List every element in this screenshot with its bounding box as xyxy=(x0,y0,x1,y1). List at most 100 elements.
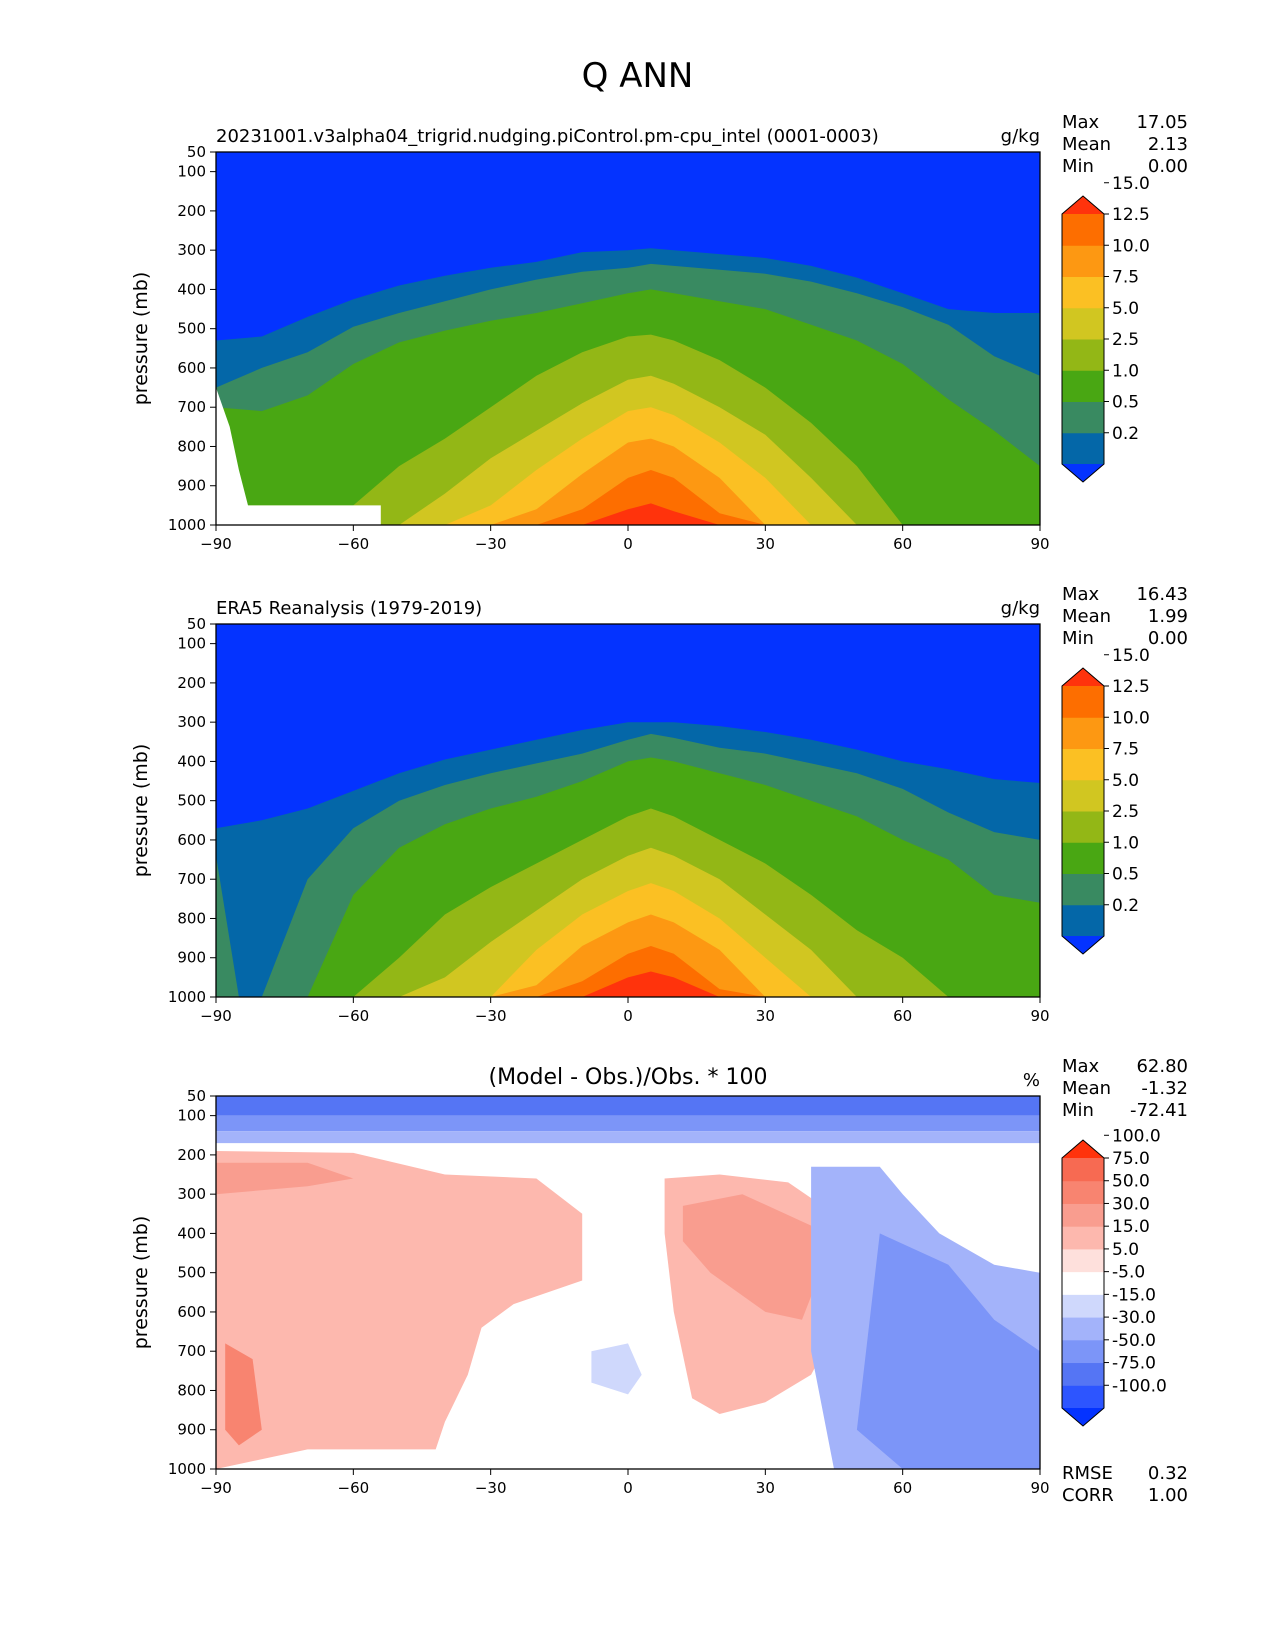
colorbar-segment xyxy=(1062,779,1104,812)
colorbar-tick-label: -15.0 xyxy=(1112,1285,1156,1305)
y-tick-label: 1000 xyxy=(168,988,206,1006)
y-tick-label: 500 xyxy=(177,792,206,810)
y-tick-label: 700 xyxy=(177,398,206,416)
colorbar-segment xyxy=(1062,686,1104,718)
colorbar-tick-label: 2.5 xyxy=(1112,802,1139,822)
colorbar-segment xyxy=(1062,1317,1104,1341)
colorbar-tick-label: 7.5 xyxy=(1112,740,1139,760)
colorbar-tick-label: 15.0 xyxy=(1112,1217,1150,1237)
y-tick-label: 1000 xyxy=(168,516,206,534)
y-tick-label: 600 xyxy=(177,1303,206,1321)
colorbar-segment xyxy=(1062,1203,1104,1227)
y-tick-label: 100 xyxy=(177,635,206,653)
colorbar-segment xyxy=(1062,904,1104,937)
x-tick-label: 0 xyxy=(623,1479,633,1497)
x-tick-label: 90 xyxy=(1030,535,1049,553)
x-tick-label: 60 xyxy=(893,535,912,553)
stat-value-max: 16.43 xyxy=(1136,584,1188,605)
colorbar-tick-label: 2.5 xyxy=(1112,330,1139,350)
y-tick-label: 900 xyxy=(177,949,206,967)
stat-label-mean: Mean xyxy=(1062,606,1111,627)
colorbar-segment xyxy=(1062,1271,1104,1295)
y-tick-label: 200 xyxy=(177,674,206,692)
y-axis-label: pressure (mb) xyxy=(130,744,152,878)
colorbar-segment xyxy=(1062,245,1104,277)
colorbar-tick-label: 12.5 xyxy=(1112,205,1150,225)
colorbar-tick-label: -100.0 xyxy=(1112,1376,1167,1396)
y-tick-label: 300 xyxy=(177,1185,206,1203)
x-tick-label: 90 xyxy=(1030,1007,1049,1025)
field-region-6 xyxy=(682,1194,821,1320)
stat-value-mean: 1.99 xyxy=(1148,606,1188,627)
x-tick-label: 60 xyxy=(893,1007,912,1025)
colorbar-extend-min xyxy=(1062,464,1104,482)
colorbar-segment xyxy=(1062,1339,1104,1364)
units-label: g/kg xyxy=(1001,598,1040,619)
stat-label-mean: Mean xyxy=(1062,1078,1111,1099)
y-tick-label: 50 xyxy=(187,615,206,633)
panel-title: ERA5 Reanalysis (1979-2019) xyxy=(216,598,482,619)
x-tick-label: −30 xyxy=(475,1479,507,1497)
colorbar-segment xyxy=(1062,1362,1104,1386)
y-tick-label: 1000 xyxy=(168,1460,206,1478)
colorbar-tick-label: 0.2 xyxy=(1112,424,1139,444)
stat-value-rmse: 0.32 xyxy=(1148,1463,1188,1484)
colorbar-tick-label: 0.5 xyxy=(1112,393,1139,413)
colorbar-tick-label: -5.0 xyxy=(1112,1263,1145,1283)
x-tick-label: −60 xyxy=(338,1479,370,1497)
field-region-10 xyxy=(591,1343,642,1395)
y-tick-label: 700 xyxy=(177,1342,206,1360)
colorbar-segment xyxy=(1062,1248,1104,1273)
colorbar-segment xyxy=(1062,1158,1104,1182)
plot-area xyxy=(216,152,1040,525)
x-tick-label: 0 xyxy=(623,1007,633,1025)
colorbar-tick-label: -75.0 xyxy=(1112,1354,1156,1374)
colorbar-segment xyxy=(1062,748,1104,781)
y-tick-label: 600 xyxy=(177,831,206,849)
colorbar: 0.2 0.5 1.0 2.5 5.0 7.5 10.0 12.5 15.0 xyxy=(1061,646,1150,955)
colorbar-tick-label: 5.0 xyxy=(1112,1240,1139,1260)
x-tick-label: −60 xyxy=(338,1007,370,1025)
contour-fill-level-9 xyxy=(216,971,1040,997)
stat-label-max: Max xyxy=(1062,1056,1100,1077)
y-tick-label: 50 xyxy=(187,1087,206,1105)
y-tick-label: 700 xyxy=(177,870,206,888)
y-axis-label: pressure (mb) xyxy=(130,272,152,406)
x-tick-label: −90 xyxy=(200,1479,232,1497)
colorbar-tick-label: 100.0 xyxy=(1112,1126,1161,1146)
stat-label-mean: Mean xyxy=(1062,134,1111,155)
stat-value-max: 62.80 xyxy=(1136,1056,1188,1077)
colorbar-segment xyxy=(1062,873,1104,906)
stat-value-max: 17.05 xyxy=(1136,112,1188,133)
y-tick-label: 50 xyxy=(187,143,206,161)
colorbar-tick-label: 0.2 xyxy=(1112,896,1139,916)
page-title: Q ANN xyxy=(581,56,694,96)
field-region-5 xyxy=(216,1162,354,1195)
colorbar-segment xyxy=(1062,1226,1104,1250)
stat-label-max: Max xyxy=(1062,584,1100,605)
colorbar-segment xyxy=(1062,339,1104,371)
colorbar-tick-label: 5.0 xyxy=(1112,771,1139,791)
stat-label-rmse: RMSE xyxy=(1062,1463,1113,1484)
colorbar-segment xyxy=(1062,717,1104,749)
stat-value-mean: 2.13 xyxy=(1148,134,1188,155)
y-tick-label: 800 xyxy=(177,1381,206,1399)
field-region-9 xyxy=(856,1233,1040,1469)
colorbar-segment xyxy=(1062,276,1104,309)
colorbar-tick-label: 0.5 xyxy=(1112,865,1139,885)
colorbar-extend-max xyxy=(1062,196,1104,214)
colorbar-segment xyxy=(1062,1180,1104,1204)
y-tick-label: 500 xyxy=(177,320,206,338)
panel-title: (Model - Obs.)/Obs. * 100 xyxy=(488,1065,767,1090)
plot-area xyxy=(216,624,1040,997)
stat-value-min: 0.00 xyxy=(1148,628,1188,649)
colorbar-segment xyxy=(1062,401,1104,434)
colorbar-tick-label: 1.0 xyxy=(1112,833,1139,853)
colorbar-tick-label: 5.0 xyxy=(1112,299,1139,319)
y-tick-label: 600 xyxy=(177,359,206,377)
field-region-3 xyxy=(216,1151,583,1469)
